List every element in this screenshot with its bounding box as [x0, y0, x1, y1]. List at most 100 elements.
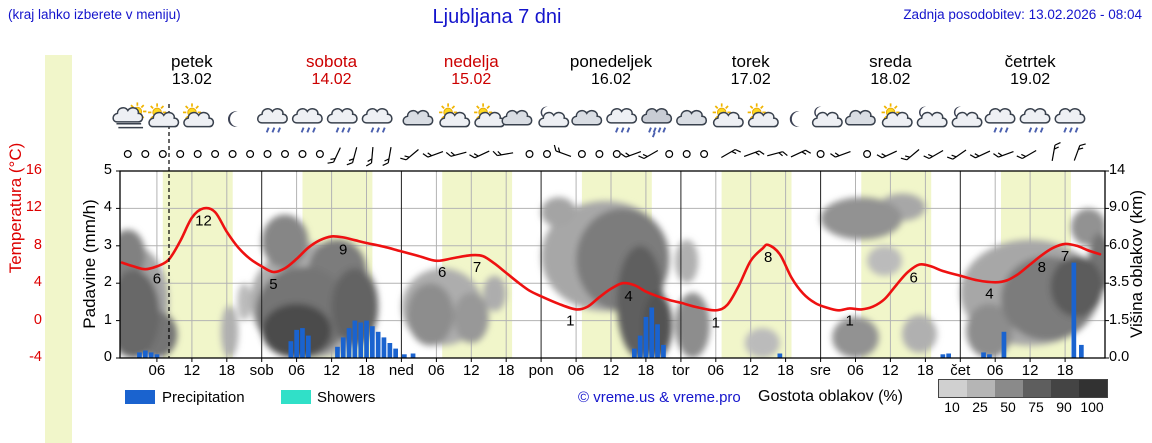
svg-text:06: 06: [707, 362, 724, 379]
density-cell-50: [995, 380, 1023, 397]
day-date: 15.02: [451, 71, 492, 88]
svg-text:18: 18: [777, 362, 794, 379]
density-tick: 25: [972, 399, 988, 415]
cloud-shading: [120, 193, 1105, 358]
svg-text:12: 12: [463, 362, 480, 379]
svg-text:18: 18: [218, 362, 235, 379]
wind-barbs-row: [123, 142, 1086, 167]
x-axis-labels: 06 12 18 sob 06 12 18 ned 06 12 18 pon 06 12 18 tor 06 12…: [149, 362, 1074, 379]
plot-frame: [119, 170, 1106, 359]
page-title: Ljubljana 7 dni: [432, 6, 562, 28]
svg-text:5: 5: [269, 276, 277, 293]
svg-text:7: 7: [473, 259, 481, 276]
day-name-četrtek: četrtek: [1004, 52, 1056, 71]
svg-text:6: 6: [438, 264, 446, 281]
density-cell-25: [967, 380, 995, 397]
precipitation-axis-tick: 2: [103, 274, 112, 291]
day-date: 13.02: [171, 71, 212, 88]
svg-text:1: 1: [712, 314, 720, 331]
cloud-axis-tick: 6.0: [1109, 236, 1130, 253]
precipitation-bars: [137, 262, 1084, 358]
precipitation-axis-tick: 1: [103, 311, 112, 328]
precipitation-axis-tick: 0: [103, 349, 112, 365]
svg-text:12: 12: [742, 362, 759, 379]
menu-note: (kraj lahko izberete v meniju): [8, 7, 181, 22]
density-tick: 90: [1056, 399, 1072, 415]
day-date: 16.02: [590, 71, 632, 88]
temperature-axis-tick: -4: [29, 349, 42, 365]
day-name-sreda: sreda: [869, 52, 912, 71]
density-cell-90: [1051, 380, 1079, 397]
cloud-density-gradient-bar: [938, 379, 1108, 398]
svg-text:12: 12: [1022, 362, 1039, 379]
svg-text:sob: sob: [250, 362, 274, 379]
svg-text:tor: tor: [672, 362, 690, 379]
day-name-torek: torek: [731, 52, 770, 71]
cloud-axis-tick: 1.5: [1109, 311, 1130, 328]
svg-text:06: 06: [149, 362, 166, 379]
svg-text:12: 12: [882, 362, 899, 379]
temperature-axis-tick: 0: [33, 311, 42, 328]
axis-ticks: [116, 170, 1109, 362]
svg-text:4: 4: [624, 288, 632, 305]
svg-text:7: 7: [1061, 248, 1069, 265]
cloud-axis-tick: 14: [1109, 162, 1126, 178]
svg-text:18: 18: [1057, 362, 1074, 379]
svg-text:ned: ned: [389, 362, 414, 379]
density-tick: 50: [1000, 399, 1016, 415]
density-cell-100: [1079, 380, 1107, 397]
density-tick: 10: [944, 399, 960, 415]
day-date: 18.02: [870, 71, 911, 88]
day-date: 17.02: [730, 71, 771, 88]
precipitation-axis-tick: 3: [103, 236, 112, 253]
day-name-sobota: sobota: [306, 52, 358, 71]
svg-text:pon: pon: [529, 362, 554, 379]
temperature-axis-tick: 8: [33, 236, 42, 253]
svg-text:6: 6: [153, 270, 161, 287]
svg-text:06: 06: [987, 362, 1004, 379]
svg-text:06: 06: [847, 362, 864, 379]
showers-legend-label: Showers: [317, 389, 376, 406]
svg-text:12: 12: [323, 362, 340, 379]
precipitation-axis-label: Padavine (mm/h): [80, 199, 99, 329]
precipitation-legend-swatch: [125, 390, 155, 404]
svg-text:4: 4: [985, 285, 993, 302]
svg-text:06: 06: [288, 362, 305, 379]
cloud-axis-tick: 0.0: [1109, 349, 1130, 365]
temperature-axis-tick: 16: [25, 162, 42, 178]
svg-text:12: 12: [603, 362, 620, 379]
day-date: 19.02: [1010, 71, 1051, 88]
density-cell-75: [1023, 380, 1051, 397]
cloud-height-axis-label: Višina oblakov (km): [1127, 189, 1146, 339]
svg-text:1: 1: [846, 312, 854, 329]
svg-text:06: 06: [428, 362, 445, 379]
cloud-axis-tick: 9.0: [1109, 199, 1130, 216]
svg-text:čet: čet: [950, 362, 971, 379]
day-name-petek: petek: [171, 52, 213, 71]
temperature-axis-tick: 12: [25, 199, 42, 216]
precipitation-axis-tick: 5: [103, 162, 112, 178]
svg-text:9: 9: [339, 241, 347, 258]
day-name-ponedeljek: ponedeljek: [569, 52, 653, 71]
last-update: Zadnja posodobitev: 13.02.2026 - 08:04: [903, 7, 1142, 22]
day-name-nedelja: nedelja: [443, 52, 499, 71]
precipitation-legend-label: Precipitation: [162, 389, 245, 406]
svg-text:18: 18: [358, 362, 375, 379]
temperature-axis-tick: 4: [33, 274, 42, 291]
day-boundaries: [261, 171, 961, 358]
svg-text:6: 6: [910, 269, 918, 286]
density-cell-10: [939, 380, 967, 397]
svg-text:8: 8: [1038, 259, 1046, 276]
svg-text:8: 8: [764, 249, 772, 266]
svg-text:sre: sre: [810, 362, 831, 379]
svg-text:18: 18: [498, 362, 515, 379]
density-tick: 100: [1080, 399, 1104, 415]
precipitation-axis-tick: 4: [103, 199, 112, 216]
credit-link[interactable]: © vreme.us & vreme.pro: [578, 389, 741, 406]
svg-text:12: 12: [195, 212, 212, 229]
density-tick: 75: [1028, 399, 1044, 415]
svg-text:18: 18: [638, 362, 655, 379]
